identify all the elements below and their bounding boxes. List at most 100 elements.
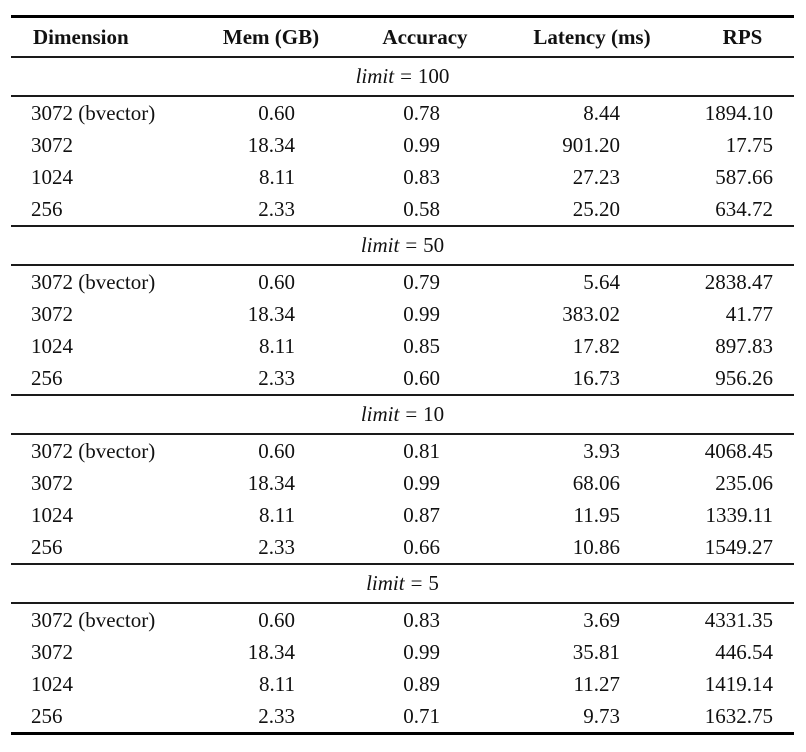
table-row: 256 2.33 0.60 16.73 956.26 (11, 362, 794, 394)
accuracy-cell: 0.60 (403, 366, 440, 390)
limit-value: 10 (423, 402, 445, 426)
mid-rule (11, 433, 794, 435)
equals-sign: = (400, 64, 412, 88)
rps-cell: 2838.47 (704, 270, 773, 294)
table-header-row: Dimension Mem (GB) Accuracy Latency (ms)… (11, 18, 794, 56)
table-row: 1024 8.11 0.83 27.23 587.66 (11, 161, 794, 193)
rps-cell: 1549.27 (704, 535, 773, 559)
mem-cell: 18.34 (247, 471, 295, 495)
mid-rule (11, 394, 794, 396)
mid-rule (11, 602, 794, 604)
table-row: 3072 18.34 0.99 68.06 235.06 (11, 467, 794, 499)
latency-cell: 5.64 (583, 270, 620, 294)
table-row: 1024 8.11 0.85 17.82 897.83 (11, 330, 794, 362)
mem-cell: 18.34 (247, 640, 295, 664)
mid-rule (11, 95, 794, 97)
accuracy-cell: 0.83 (403, 608, 440, 632)
mem-cell: 18.34 (247, 133, 295, 157)
accuracy-cell: 0.81 (403, 439, 440, 463)
latency-cell: 27.23 (572, 165, 620, 189)
latency-cell: 383.02 (562, 302, 620, 326)
dimension-cell: 3072 (bvector) (31, 101, 156, 125)
accuracy-cell: 0.99 (403, 640, 440, 664)
dimension-cell: 1024 (31, 672, 73, 696)
accuracy-cell: 0.78 (403, 101, 440, 125)
mem-cell: 2.33 (258, 704, 295, 728)
latency-cell: 11.95 (573, 503, 620, 527)
table-row: 3072 (bvector) 0.60 0.83 3.69 4331.35 (11, 604, 794, 636)
equals-sign: = (405, 233, 418, 257)
latency-cell: 25.20 (572, 197, 620, 221)
dimension-cell: 3072 (31, 471, 73, 495)
limit-value: 100 (417, 64, 450, 88)
accuracy-cell: 0.99 (403, 302, 440, 326)
mem-cell: 8.11 (259, 165, 295, 189)
limit-word: limit (366, 571, 405, 595)
rps-cell: 634.72 (715, 197, 773, 221)
latency-cell: 3.69 (583, 608, 620, 632)
section-header-limit-5: limit = 5 (11, 565, 794, 602)
mid-rule (11, 264, 794, 266)
mem-cell: 8.11 (259, 672, 295, 696)
header-rule (11, 56, 794, 58)
rps-cell: 587.66 (715, 165, 773, 189)
latency-cell: 8.44 (583, 101, 620, 125)
dimension-cell: 3072 (bvector) (31, 270, 156, 294)
rps-cell: 235.06 (715, 471, 773, 495)
mem-cell: 0.60 (258, 270, 295, 294)
mem-cell: 2.33 (258, 535, 295, 559)
dimension-cell: 256 (31, 535, 63, 559)
table-row: 3072 (bvector) 0.60 0.81 3.93 4068.45 (11, 435, 794, 467)
dimension-cell: 1024 (31, 165, 73, 189)
rps-cell: 446.54 (715, 640, 773, 664)
equals-sign: = (405, 402, 418, 426)
top-rule (11, 15, 794, 18)
column-header-rps: RPS (722, 25, 763, 49)
accuracy-cell: 0.85 (403, 334, 440, 358)
latency-cell: 17.82 (572, 334, 620, 358)
limit-value: 5 (428, 571, 439, 595)
dimension-cell: 256 (31, 704, 63, 728)
mem-cell: 0.60 (258, 608, 295, 632)
table-row: 3072 18.34 0.99 383.02 41.77 (11, 298, 794, 330)
latency-cell: 11.27 (573, 672, 620, 696)
benchmark-table: Dimension Mem (GB) Accuracy Latency (ms)… (11, 15, 794, 735)
accuracy-cell: 0.71 (403, 704, 440, 728)
rps-cell: 4068.45 (704, 439, 773, 463)
column-header-mem: Mem (GB) (222, 25, 320, 49)
column-header-accuracy: Accuracy (382, 25, 468, 49)
table-row: 256 2.33 0.58 25.20 634.72 (11, 193, 794, 225)
section-header-limit-10: limit = 10 (11, 396, 794, 433)
dimension-cell: 256 (31, 197, 63, 221)
latency-cell: 3.93 (583, 439, 620, 463)
latency-cell: 35.81 (572, 640, 620, 664)
accuracy-cell: 0.58 (403, 197, 440, 221)
table-row: 3072 18.34 0.99 35.81 446.54 (11, 636, 794, 668)
mem-cell: 2.33 (258, 366, 295, 390)
mid-rule (11, 225, 794, 227)
dimension-cell: 1024 (31, 503, 73, 527)
table-row: 1024 8.11 0.89 11.27 1419.14 (11, 668, 794, 700)
dimension-cell: 3072 (31, 640, 73, 664)
rps-cell: 956.26 (715, 366, 773, 390)
mem-cell: 18.34 (247, 302, 295, 326)
table-row: 256 2.33 0.71 9.73 1632.75 (11, 700, 794, 732)
dimension-cell: 1024 (31, 334, 73, 358)
rps-cell: 4331.35 (704, 608, 773, 632)
mem-cell: 0.60 (258, 101, 295, 125)
accuracy-cell: 0.79 (403, 270, 440, 294)
rps-cell: 897.83 (715, 334, 773, 358)
dimension-cell: 3072 (31, 302, 73, 326)
latency-cell: 10.86 (572, 535, 620, 559)
mem-cell: 8.11 (259, 503, 295, 527)
dimension-cell: 3072 (31, 133, 73, 157)
limit-value: 50 (423, 233, 445, 257)
rps-cell: 41.77 (725, 302, 773, 326)
rps-cell: 1419.14 (704, 672, 773, 696)
column-header-dimension: Dimension (33, 25, 129, 49)
limit-word: limit (360, 402, 400, 426)
section-header-limit-100: limit = 100 (11, 58, 794, 95)
dimension-cell: 256 (31, 366, 63, 390)
rps-cell: 1632.75 (704, 704, 773, 728)
mid-rule (11, 563, 794, 565)
